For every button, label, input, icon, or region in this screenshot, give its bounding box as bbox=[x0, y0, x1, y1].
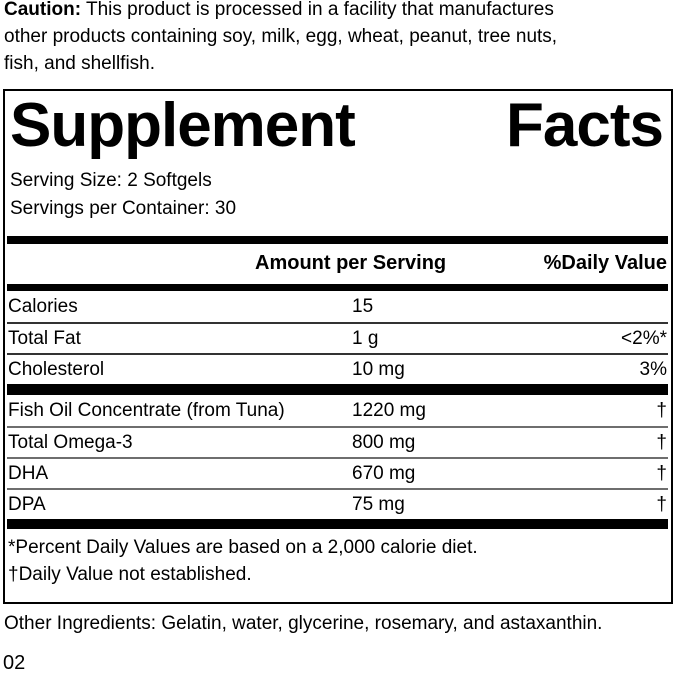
nutrient-name: Cholesterol bbox=[8, 358, 105, 380]
table-row-dpa: DPA 75 mg † bbox=[7, 488, 668, 519]
footnote-daily-value-not-established: †Daily Value not established. bbox=[8, 564, 252, 585]
nutrient-name: Total Fat bbox=[8, 327, 81, 349]
caution-line-2: other products containing soy, milk, egg… bbox=[4, 26, 558, 47]
title-word-facts: Facts bbox=[506, 91, 664, 160]
nutrient-daily-value: † bbox=[656, 399, 667, 421]
serving-info: Serving Size: 2 Softgels Servings per Co… bbox=[10, 167, 236, 223]
title-word-supplement: Supplement bbox=[10, 91, 356, 160]
table-row-total-fat: Total Fat 1 g <2%* bbox=[7, 322, 668, 353]
nutrient-name: DHA bbox=[8, 462, 49, 484]
table-row-calories: Calories 15 bbox=[7, 291, 668, 322]
nutrient-daily-value: † bbox=[656, 431, 667, 453]
panel-title: Supplement Facts bbox=[10, 91, 664, 160]
servings-per-container: Servings per Container: 30 bbox=[10, 198, 237, 219]
nutrient-daily-value: † bbox=[656, 493, 667, 515]
table-header-row: Amount per Serving %Daily Value bbox=[7, 244, 668, 284]
nutrient-amount: 800 mg bbox=[352, 431, 416, 453]
table-row-total-omega-3: Total Omega-3 800 mg † bbox=[7, 426, 668, 457]
footnote-percent-daily-values: *Percent Daily Values are based on a 2,0… bbox=[8, 537, 478, 558]
rule-thick-bottom bbox=[7, 519, 668, 529]
table-row-dha: DHA 670 mg † bbox=[7, 457, 668, 488]
caution-line-1: Caution: This product is processed in a … bbox=[4, 0, 664, 23]
nutrient-daily-value: † bbox=[656, 462, 667, 484]
page-number: 02 bbox=[3, 652, 26, 674]
nutrient-daily-value: <2%* bbox=[621, 327, 667, 349]
caution-paragraph: Caution: This product is processed in a … bbox=[4, 0, 664, 77]
footnotes: *Percent Daily Values are based on a 2,0… bbox=[7, 529, 668, 588]
nutrient-amount: 15 bbox=[352, 295, 374, 317]
nutrient-daily-value: 3% bbox=[639, 358, 667, 380]
nutrient-amount: 670 mg bbox=[352, 462, 416, 484]
facts-table: Amount per Serving %Daily Value Calories… bbox=[7, 236, 668, 588]
table-row-cholesterol: Cholesterol 10 mg 3% bbox=[7, 353, 668, 384]
caution-line-3: fish, and shellfish. bbox=[4, 53, 156, 74]
nutrient-name: DPA bbox=[8, 493, 46, 515]
column-header-daily-value: %Daily Value bbox=[543, 252, 667, 274]
caution-line-1-text: This product is processed in a facility … bbox=[85, 0, 554, 20]
nutrient-amount: 1 g bbox=[352, 327, 379, 349]
nutrient-amount: 75 mg bbox=[352, 493, 405, 515]
rule-thick-top bbox=[7, 236, 668, 244]
nutrient-name: Fish Oil Concentrate (from Tuna) bbox=[8, 399, 285, 421]
caution-label: Caution: bbox=[4, 0, 82, 20]
rule-thick-middle bbox=[7, 384, 668, 395]
nutrient-amount: 1220 mg bbox=[352, 399, 426, 421]
nutrient-name: Total Omega-3 bbox=[8, 431, 133, 453]
nutrient-amount: 10 mg bbox=[352, 358, 405, 380]
supplement-facts-panel: Supplement Facts Serving Size: 2 Softgel… bbox=[3, 89, 673, 604]
serving-size: Serving Size: 2 Softgels bbox=[10, 170, 212, 191]
other-ingredients: Other Ingredients: Gelatin, water, glyce… bbox=[4, 613, 603, 634]
rule-below-header bbox=[7, 284, 668, 291]
column-header-amount: Amount per Serving bbox=[255, 252, 447, 274]
nutrient-name: Calories bbox=[8, 295, 78, 317]
table-row-fish-oil-concentrate: Fish Oil Concentrate (from Tuna) 1220 mg… bbox=[7, 395, 668, 426]
